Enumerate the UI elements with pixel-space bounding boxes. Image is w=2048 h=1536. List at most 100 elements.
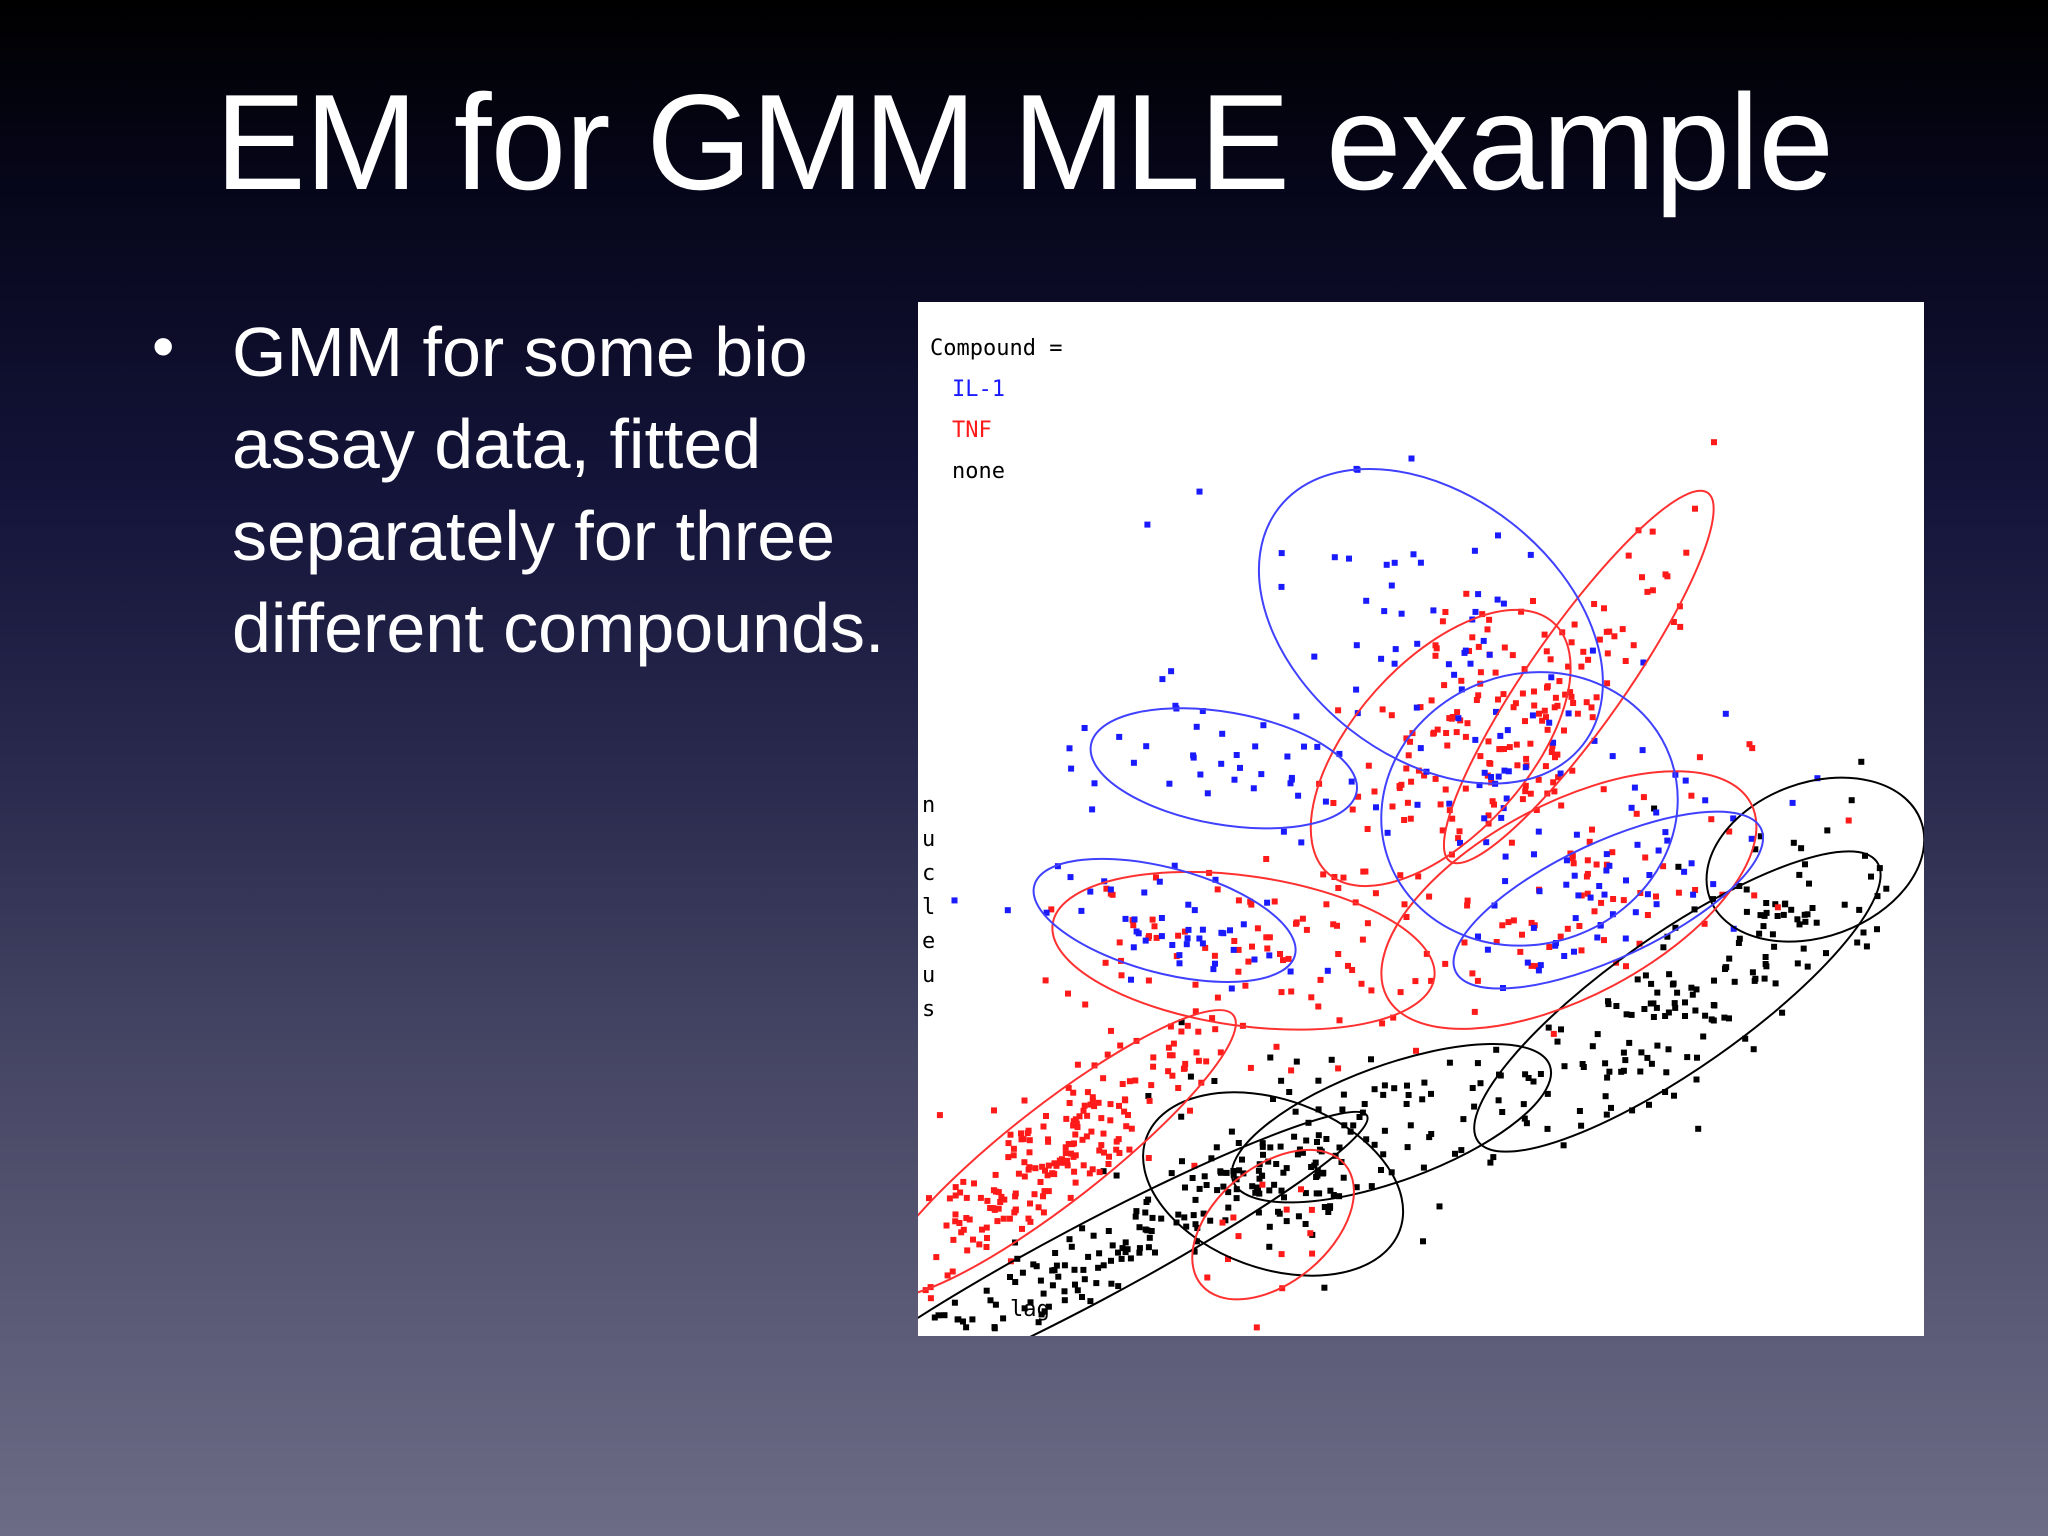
point-tnf (1630, 642, 1637, 649)
point-none (1192, 1221, 1199, 1228)
point-tnf (1546, 944, 1553, 950)
point-none (1347, 1128, 1354, 1135)
point-none (1628, 1011, 1635, 1018)
point-tnf (1570, 700, 1577, 706)
ellipse-layer (918, 467, 1924, 1336)
point-tnf (1519, 796, 1526, 803)
point-tnf (1404, 799, 1411, 806)
point-tnf (1434, 726, 1441, 733)
point-none (1339, 1106, 1346, 1113)
point-none (1883, 885, 1890, 892)
point-tnf (1358, 980, 1365, 987)
point-il1 (1730, 815, 1737, 822)
point-none (1545, 1024, 1552, 1031)
point-none (1267, 1144, 1274, 1151)
point-il1 (1563, 881, 1570, 888)
point-tnf (1625, 552, 1632, 559)
point-il1 (1502, 878, 1509, 885)
point-tnf (1598, 899, 1605, 906)
point-none (1037, 1277, 1044, 1284)
point-none (1794, 960, 1801, 967)
point-none (1726, 1015, 1732, 1022)
point-tnf (1442, 609, 1449, 615)
point-tnf (1379, 1020, 1386, 1027)
point-il1 (1730, 925, 1737, 932)
point-none (1266, 1243, 1273, 1250)
point-il1 (1710, 881, 1717, 888)
point-none (1218, 1169, 1224, 1176)
point-tnf (1116, 1150, 1123, 1156)
point-il1 (1212, 960, 1218, 967)
point-il1 (1237, 764, 1243, 771)
point-tnf (1192, 1008, 1199, 1015)
point-none (1175, 1211, 1182, 1218)
point-none (1606, 1068, 1613, 1075)
point-il1 (1384, 829, 1391, 836)
point-none (1336, 1144, 1343, 1151)
point-tnf (1543, 648, 1550, 655)
point-none (1113, 1172, 1120, 1179)
point-tnf (1086, 1170, 1093, 1177)
point-tnf (983, 1224, 990, 1231)
point-none (1490, 1154, 1497, 1161)
point-tnf (1307, 1230, 1314, 1237)
point-none (1093, 1280, 1100, 1287)
point-none (1080, 1266, 1087, 1273)
point-tnf (1430, 730, 1437, 737)
point-none (1105, 1228, 1112, 1234)
point-tnf (1180, 1065, 1187, 1072)
point-tnf (1335, 1065, 1342, 1072)
point-none (1666, 971, 1673, 978)
point-none (1682, 999, 1688, 1006)
point-none (1665, 1009, 1672, 1016)
point-tnf (1330, 921, 1337, 928)
point-tnf (1106, 1153, 1112, 1160)
point-tnf (936, 1112, 943, 1119)
point-tnf (1554, 702, 1561, 709)
point-none (1168, 1170, 1175, 1177)
point-none (1038, 1311, 1045, 1318)
point-tnf (1522, 718, 1528, 725)
point-tnf (1116, 939, 1123, 946)
point-tnf (1692, 887, 1699, 893)
point-none (1055, 1273, 1062, 1280)
point-tnf (927, 1295, 934, 1302)
point-il1 (1557, 770, 1564, 777)
point-none (1403, 1101, 1410, 1107)
point-none (1266, 1187, 1273, 1194)
point-none (1203, 1182, 1210, 1188)
point-none (1090, 1232, 1097, 1239)
point-tnf (1364, 826, 1371, 832)
point-tnf (1576, 923, 1583, 929)
point-none (1235, 1140, 1242, 1146)
point-tnf (1153, 934, 1160, 941)
point-tnf (1340, 874, 1347, 881)
point-tnf (1610, 896, 1617, 902)
point-il1 (1488, 774, 1494, 780)
point-none (1487, 1159, 1494, 1166)
point-tnf (1606, 628, 1613, 635)
point-tnf (1396, 785, 1403, 791)
point-il1 (1571, 948, 1577, 955)
point-tnf (1413, 1047, 1419, 1054)
point-none (1068, 1243, 1075, 1250)
point-il1 (1346, 555, 1352, 562)
point-tnf (944, 1272, 951, 1279)
point-tnf (1544, 726, 1551, 733)
point-il1 (1491, 902, 1498, 909)
point-tnf (1248, 901, 1255, 908)
point-none (1194, 1225, 1201, 1231)
point-tnf (1126, 1078, 1133, 1085)
point-tnf (1074, 1124, 1081, 1131)
point-tnf (1070, 1122, 1077, 1129)
point-none (1452, 1150, 1458, 1157)
point-none (1302, 1190, 1309, 1197)
point-none (1119, 1245, 1126, 1252)
point-tnf (1601, 937, 1607, 944)
point-il1 (1546, 719, 1553, 726)
point-tnf (1519, 690, 1526, 697)
point-tnf (1623, 963, 1629, 970)
point-none (1664, 933, 1671, 940)
point-tnf (1448, 851, 1455, 858)
point-il1 (1640, 659, 1647, 666)
